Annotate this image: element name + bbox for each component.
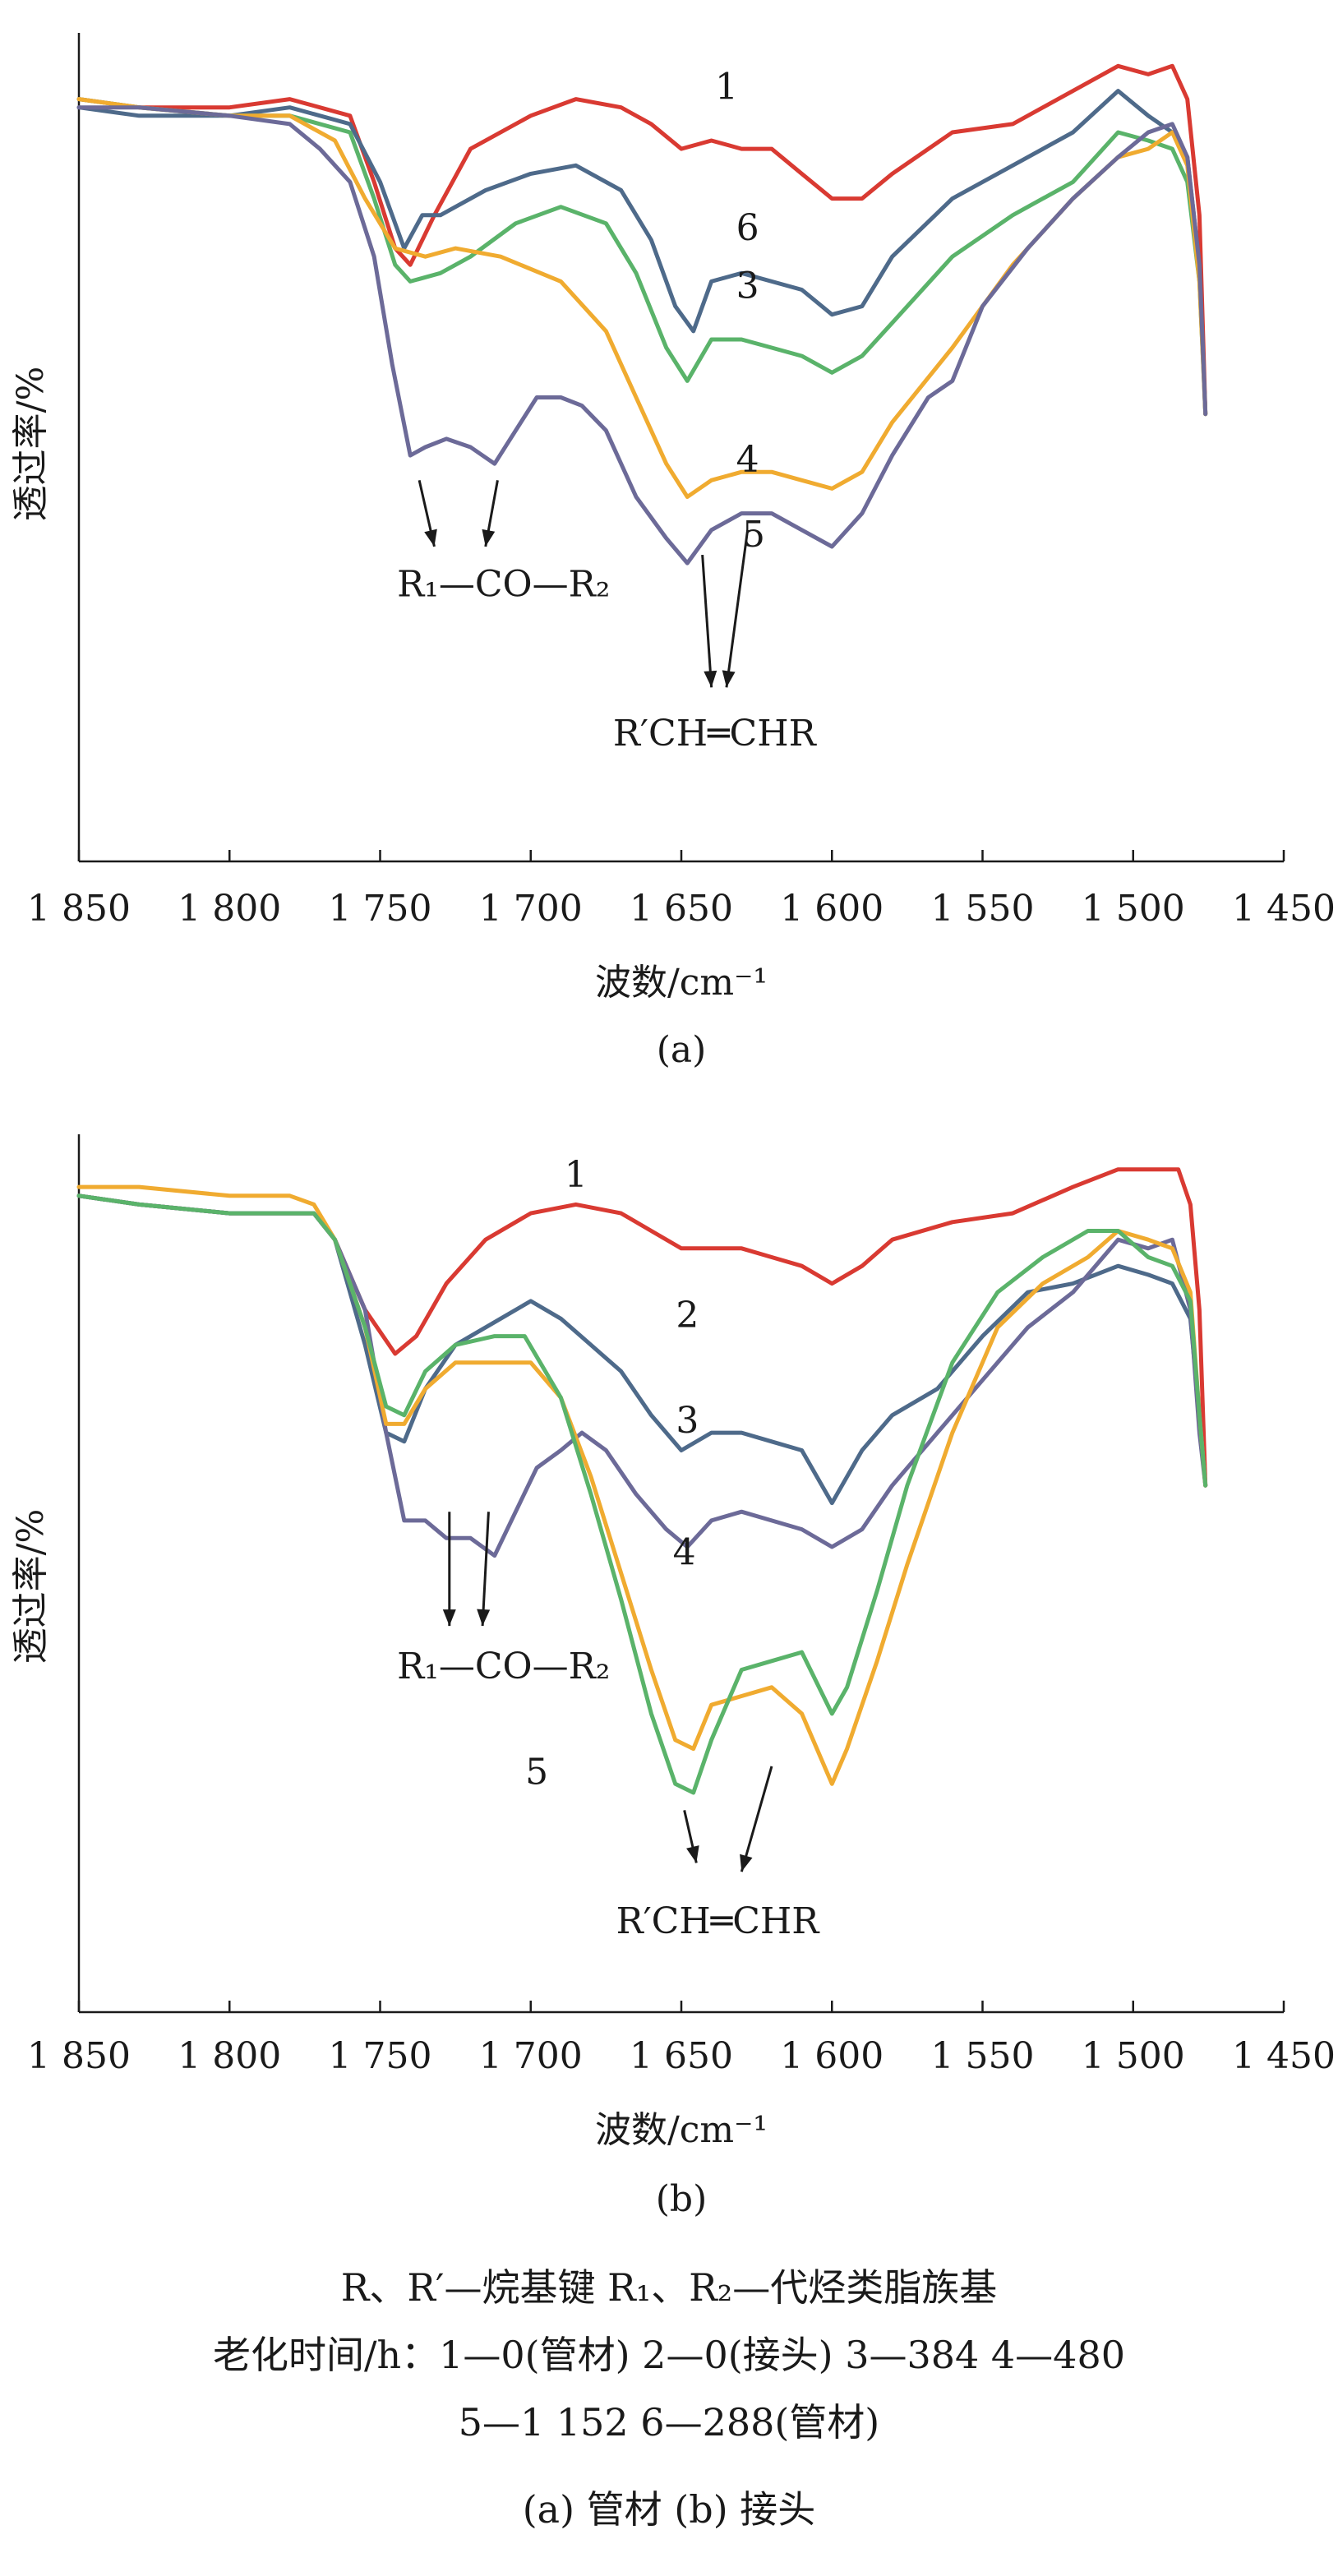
x-axis-title: 波数/cm⁻¹ (595, 2109, 768, 2151)
x-tick-label: 1 550 (931, 2035, 1035, 2077)
x-tick-label: 1 850 (27, 2035, 131, 2077)
series-line-2 (76, 1193, 1208, 1506)
annotation-arrow-head (704, 670, 717, 688)
annotation-label: R₁—CO—R₂ (397, 1646, 610, 1687)
x-tick-label: 1 700 (479, 2035, 583, 2077)
series-label-3: 3 (736, 265, 759, 307)
series-label-4: 4 (673, 1531, 696, 1573)
legend-line-1: R、R′—烷基键 R₁、R₂—代烃类脂族基 (340, 2265, 998, 2310)
panel-a-chart: 1 850 1 800 1 750 1 700 1 650 1 600 1 550 1 500… (10, 33, 1336, 1071)
x-tick-label: 1 850 (27, 888, 131, 930)
annotation-arrow-head (740, 1854, 753, 1872)
x-tick-label: 1 450 (1232, 888, 1336, 930)
annotation-arrow-head (442, 1609, 456, 1627)
legend-line-2: 老化时间/h：1—0(管材) 2—0(接头) 3—384 4—480 (213, 2333, 1125, 2377)
annotation-arrow-shaft (725, 529, 750, 688)
annotation-label: R′CH═CHR (613, 713, 818, 755)
annotation-arrow-head (722, 670, 736, 688)
annotation-arrow-head (686, 1845, 699, 1863)
x-tick-label: 1 600 (780, 888, 884, 930)
series-label-5: 5 (525, 1751, 548, 1793)
x-axis-title: 波数/cm⁻¹ (595, 962, 768, 1004)
annotation-arrow-head (477, 1609, 491, 1627)
x-tick-label: 1 500 (1082, 888, 1185, 930)
x-tick-label: 1 450 (1232, 2035, 1336, 2077)
annotation-label: R′CH═CHR (616, 1900, 821, 1942)
y-axis-title: 透过率/% (10, 367, 52, 522)
series-label-2: 2 (676, 1295, 699, 1336)
annotation-arrow-shaft (701, 554, 713, 688)
series-label-1: 1 (565, 1154, 588, 1196)
series-line-5 (76, 1193, 1208, 1795)
series-label-6: 6 (736, 207, 759, 249)
annotation-arrow-shaft (740, 1766, 773, 1872)
figure-caption: (a) 管材 (b) 接头 (522, 2487, 816, 2532)
x-tick-label: 1 800 (178, 888, 281, 930)
x-tick-label: 1 650 (630, 888, 733, 930)
x-tick-label: 1 700 (479, 888, 583, 930)
x-tick-label: 1 550 (931, 888, 1035, 930)
panel-label: (b) (656, 2178, 708, 2219)
panel-label: (a) (657, 1029, 707, 1071)
annotation-arrow-shaft (481, 1512, 490, 1627)
annotation-label: R₁—CO—R₂ (397, 563, 610, 605)
series-line-6 (76, 89, 1208, 417)
x-tick-label: 1 650 (630, 2035, 733, 2077)
panel-b-chart: 1 850 1 800 1 750 1 700 1 650 1 600 1 550 1 500… (10, 1134, 1336, 2219)
series-label-4: 4 (736, 439, 759, 481)
series-line-4 (76, 1184, 1208, 1786)
series-label-1: 1 (715, 67, 738, 108)
series-line-1 (76, 1167, 1208, 1488)
y-axis-title: 透过率/% (10, 1509, 52, 1664)
series-line-5 (76, 105, 1208, 566)
x-tick-label: 1 500 (1082, 2035, 1185, 2077)
annotation-arrow-head (424, 529, 437, 547)
x-tick-label: 1 600 (780, 2035, 884, 2077)
series-line-4 (76, 97, 1208, 499)
series-label-3: 3 (676, 1400, 699, 1442)
series-line-1 (76, 63, 1208, 417)
series-line-3 (76, 97, 1208, 417)
annotation-arrow-head (482, 529, 496, 547)
legend-line-3: 5—1 152 6—288(管材) (458, 2400, 880, 2444)
ftir-figure: 1 850 1 800 1 750 1 700 1 650 1 600 1 550 1 500… (10, 33, 1336, 2219)
x-tick-label: 1 750 (329, 888, 432, 930)
x-tick-label: 1 750 (329, 2035, 432, 2077)
series-line-3 (76, 1193, 1208, 1558)
x-tick-label: 1 800 (178, 2035, 281, 2077)
